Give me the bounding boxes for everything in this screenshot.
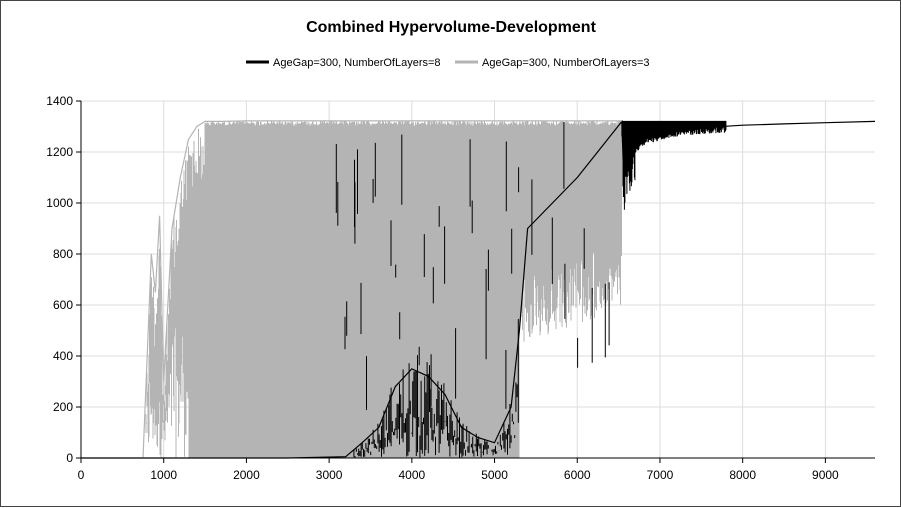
series-band-layer xyxy=(145,120,727,458)
y-tick-label: 800 xyxy=(53,247,73,261)
y-tick-label: 1400 xyxy=(46,94,73,108)
legend-item-series-2: AgeGap=300, NumberOfLayers=3 xyxy=(455,57,650,69)
x-tick-label: 8000 xyxy=(729,468,756,482)
x-tick-label: 7000 xyxy=(647,468,674,482)
y-tick-label: 0 xyxy=(66,451,73,465)
y-tick-label: 600 xyxy=(53,298,73,312)
axis-layer xyxy=(76,100,875,463)
x-tick-label: 1000 xyxy=(150,468,177,482)
x-tick-label: 5000 xyxy=(481,468,508,482)
series-2-line xyxy=(81,120,622,459)
series-2-band xyxy=(145,120,622,458)
x-tick-label: 0 xyxy=(78,468,85,482)
series-1-line xyxy=(81,119,876,459)
series-layer xyxy=(81,119,876,459)
y-tick-labels: 0 200 400 600 800 1000 1200 1400 xyxy=(46,94,73,465)
legend-label-series-2: AgeGap=300, NumberOfLayers=3 xyxy=(482,57,650,69)
x-tick-label: 2000 xyxy=(233,468,260,482)
x-tick-label: 6000 xyxy=(564,468,591,482)
legend: AgeGap=300, NumberOfLayers=8 AgeGap=300,… xyxy=(246,57,650,69)
y-tick-label: 1200 xyxy=(46,145,73,159)
x-tick-labels: 0 1000 2000 3000 4000 5000 6000 7000 8000 9000 xyxy=(78,468,839,482)
x-tick-label: 3000 xyxy=(316,468,343,482)
y-tick-label: 400 xyxy=(53,349,73,363)
y-tick-label: 1000 xyxy=(46,196,73,210)
x-tick-label: 4000 xyxy=(398,468,425,482)
chart-title: Combined Hypervolume-Development xyxy=(306,19,597,36)
legend-item-series-1: AgeGap=300, NumberOfLayers=8 xyxy=(246,57,441,69)
legend-label-series-1: AgeGap=300, NumberOfLayers=8 xyxy=(273,57,441,69)
x-tick-label: 9000 xyxy=(812,468,839,482)
y-tick-label: 200 xyxy=(53,400,73,414)
